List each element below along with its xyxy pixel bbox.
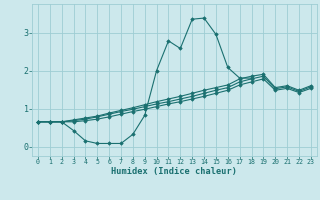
X-axis label: Humidex (Indice chaleur): Humidex (Indice chaleur) [111,167,237,176]
